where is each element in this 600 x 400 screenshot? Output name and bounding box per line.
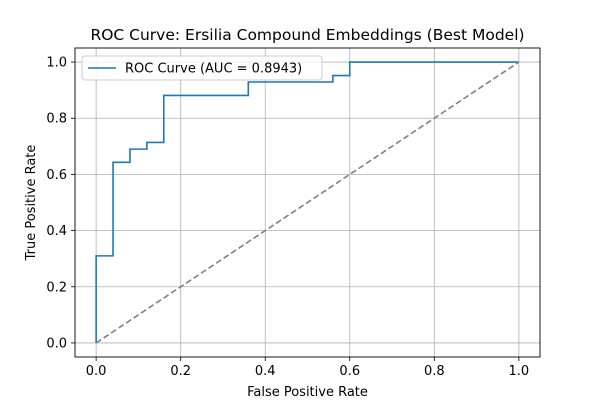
roc-curve-line (95, 61, 519, 343)
y-tick-label: 0.8 (46, 112, 67, 127)
series-layer (95, 61, 520, 344)
x-tick-label: 0.0 (86, 364, 107, 379)
legend-label-roc: ROC Curve (AUC = 0.8943) (125, 62, 302, 77)
x-tick-label: 0.6 (339, 364, 360, 379)
plot-frame (74, 47, 541, 358)
y-axis-label: True Positive Rate (24, 145, 39, 262)
y-tick-label: 0.0 (46, 336, 67, 351)
y-tick-label: 0.2 (46, 280, 67, 295)
y-tick-label: 0.6 (46, 168, 67, 183)
x-tick-label: 1.0 (509, 364, 530, 379)
legend-box (81, 55, 323, 81)
x-tick-label: 0.2 (170, 364, 191, 379)
random-baseline-line (95, 61, 520, 344)
x-tick-label: 0.4 (255, 364, 276, 379)
x-tick-label: 0.8 (424, 364, 445, 379)
y-tick-label: 0.4 (46, 224, 67, 239)
axis-ticks: 0.0 0.2 0.4 0.6 0.8 1.0 0.0 0.2 0.4 0.6 0.8 1.0 (46, 56, 529, 379)
chart-title: ROC Curve: Ersilia Compound Embeddings (… (90, 26, 524, 44)
y-tick-label: 1.0 (46, 56, 67, 71)
x-axis-label: False Positive Rate (247, 385, 368, 400)
legend: ROC Curve (AUC = 0.8943) (81, 55, 323, 81)
